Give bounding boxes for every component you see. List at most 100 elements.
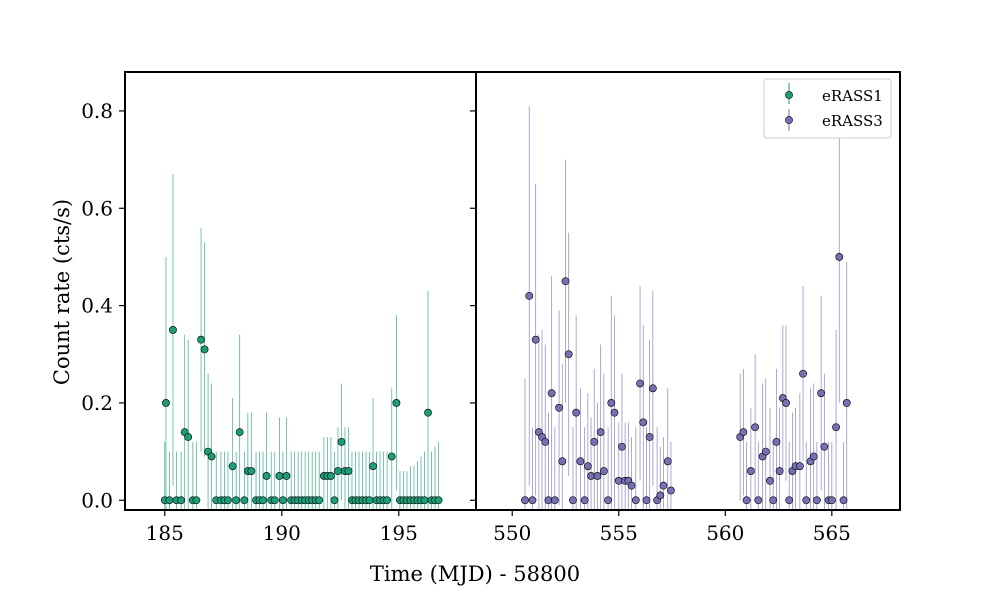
y-tick-label: 0.0 (81, 488, 113, 512)
x-tick-label: 195 (380, 521, 418, 545)
erass3-data-point (604, 496, 613, 505)
erass3-data-point (739, 428, 748, 437)
erass1-data-point (224, 496, 232, 505)
erass3-data-point (656, 491, 665, 500)
erass3-data-point (569, 496, 577, 505)
erass3-data-point (813, 496, 821, 505)
x-axis-label: Time (MJD) - 58800 (370, 562, 580, 586)
erass3-data-point (528, 496, 537, 505)
erass3-data-point (627, 481, 636, 490)
erass1-data-point (259, 496, 267, 505)
erass3-data-point (645, 433, 654, 441)
erass3-data-point (835, 253, 844, 261)
erass1-data-point (420, 496, 429, 505)
erass1-data-point (169, 326, 177, 334)
erass1-data-point (240, 496, 249, 505)
erass3-data-point (550, 496, 559, 505)
erass1-data-point (165, 496, 174, 505)
erass1-data-point (200, 345, 209, 354)
erass3-data-point (817, 389, 826, 398)
erass1-data-point (207, 452, 216, 461)
erass3-data-point (561, 277, 570, 286)
erass3-data-point (576, 457, 585, 466)
erass1-data-point (235, 428, 244, 437)
legend: eRASS1 eRASS3 (763, 78, 892, 139)
y-tick-label: 0.4 (81, 294, 113, 318)
y-tick-label: 0.8 (81, 99, 113, 123)
erass1-data-point (247, 467, 256, 475)
axes-frame (475, 71, 901, 511)
erass1-data-point (334, 467, 342, 475)
erass3-data-point (775, 467, 784, 475)
erass1-data-point (387, 452, 396, 461)
erass3-data-point (761, 447, 770, 456)
erass1-data-point (365, 496, 374, 505)
y-tick-label: 0.2 (81, 391, 113, 415)
legend-frame (763, 78, 892, 139)
legend-erass1-marker (785, 91, 793, 99)
erass3-data-point (782, 399, 790, 407)
erass3-data-point (642, 496, 651, 505)
erass3-data-point (610, 408, 619, 417)
erass1-data-point (337, 437, 346, 446)
erass1-data-point (315, 496, 324, 505)
x-tick-label: 185 (146, 521, 184, 545)
y-tick-label: 0.6 (81, 196, 113, 220)
erass1-data-point (197, 335, 205, 344)
erass3-data-point (607, 399, 616, 407)
erass3-data-point (799, 369, 807, 378)
erass1-data-point (369, 462, 377, 471)
erass3-data-point (785, 496, 794, 505)
erass3-data-point (832, 423, 840, 432)
erass1-data-point (327, 472, 335, 480)
erass3-data-point (599, 467, 608, 475)
erass3-data-point (564, 350, 573, 359)
erass3-data-point (525, 291, 534, 300)
erass3-data-point (842, 399, 851, 407)
erass3-data-point (802, 496, 811, 505)
erass1-data-point (232, 496, 241, 505)
erass1-data-point (162, 399, 170, 407)
erass3-data-point (547, 389, 556, 398)
erass1-data-point (330, 496, 339, 505)
erass1-data-point (270, 496, 279, 505)
erass3-data-point (754, 496, 763, 505)
erass3-data-point (769, 496, 778, 505)
erass3-data-point (631, 496, 640, 505)
erass3-data-point (541, 437, 550, 446)
axes-frame (124, 71, 477, 511)
erass1-data-point (275, 472, 284, 480)
erass1-data-point (192, 496, 201, 505)
panel-erass1: 185 190 195 0.0 0.2 0.4 0.6 0.8 (81, 71, 477, 545)
y-axis-label: Count rate (cts/s) (50, 199, 74, 385)
erass3-data-point (772, 437, 781, 446)
erass3-data-point (558, 457, 567, 466)
erass1-data-point (344, 467, 353, 475)
erass3-data-point (648, 384, 657, 393)
erass3-data-point (580, 496, 589, 505)
erass1-data-point (279, 496, 287, 505)
erass3-data-point (583, 462, 592, 471)
erass3-data-point (746, 467, 755, 475)
erass3-data-point (766, 476, 774, 485)
erass3-data-point (663, 457, 672, 466)
erass3-data-point (659, 481, 668, 490)
erass3-data-point (590, 437, 599, 446)
erass3-data-point (555, 403, 563, 412)
erass3-data-point (742, 496, 751, 505)
erass3-data-point (795, 462, 804, 471)
x-tick-label: 565 (813, 521, 851, 545)
erass3-data-point (839, 496, 848, 505)
x-tick-label: 560 (706, 521, 744, 545)
x-tick-label: 555 (600, 521, 638, 545)
legend-erass3-label: eRASS3 (822, 112, 883, 130)
erass1-data-point (282, 472, 291, 480)
erass3-data-point (636, 379, 644, 388)
erass1-data-point (184, 433, 193, 441)
x-tick-label: 190 (263, 521, 301, 545)
erass1-data-point (383, 496, 391, 505)
erass3-data-point (820, 442, 829, 451)
erass3-data-point (667, 486, 675, 495)
legend-erass1-label: eRASS1 (822, 87, 883, 105)
erass3-data-point (596, 428, 605, 437)
